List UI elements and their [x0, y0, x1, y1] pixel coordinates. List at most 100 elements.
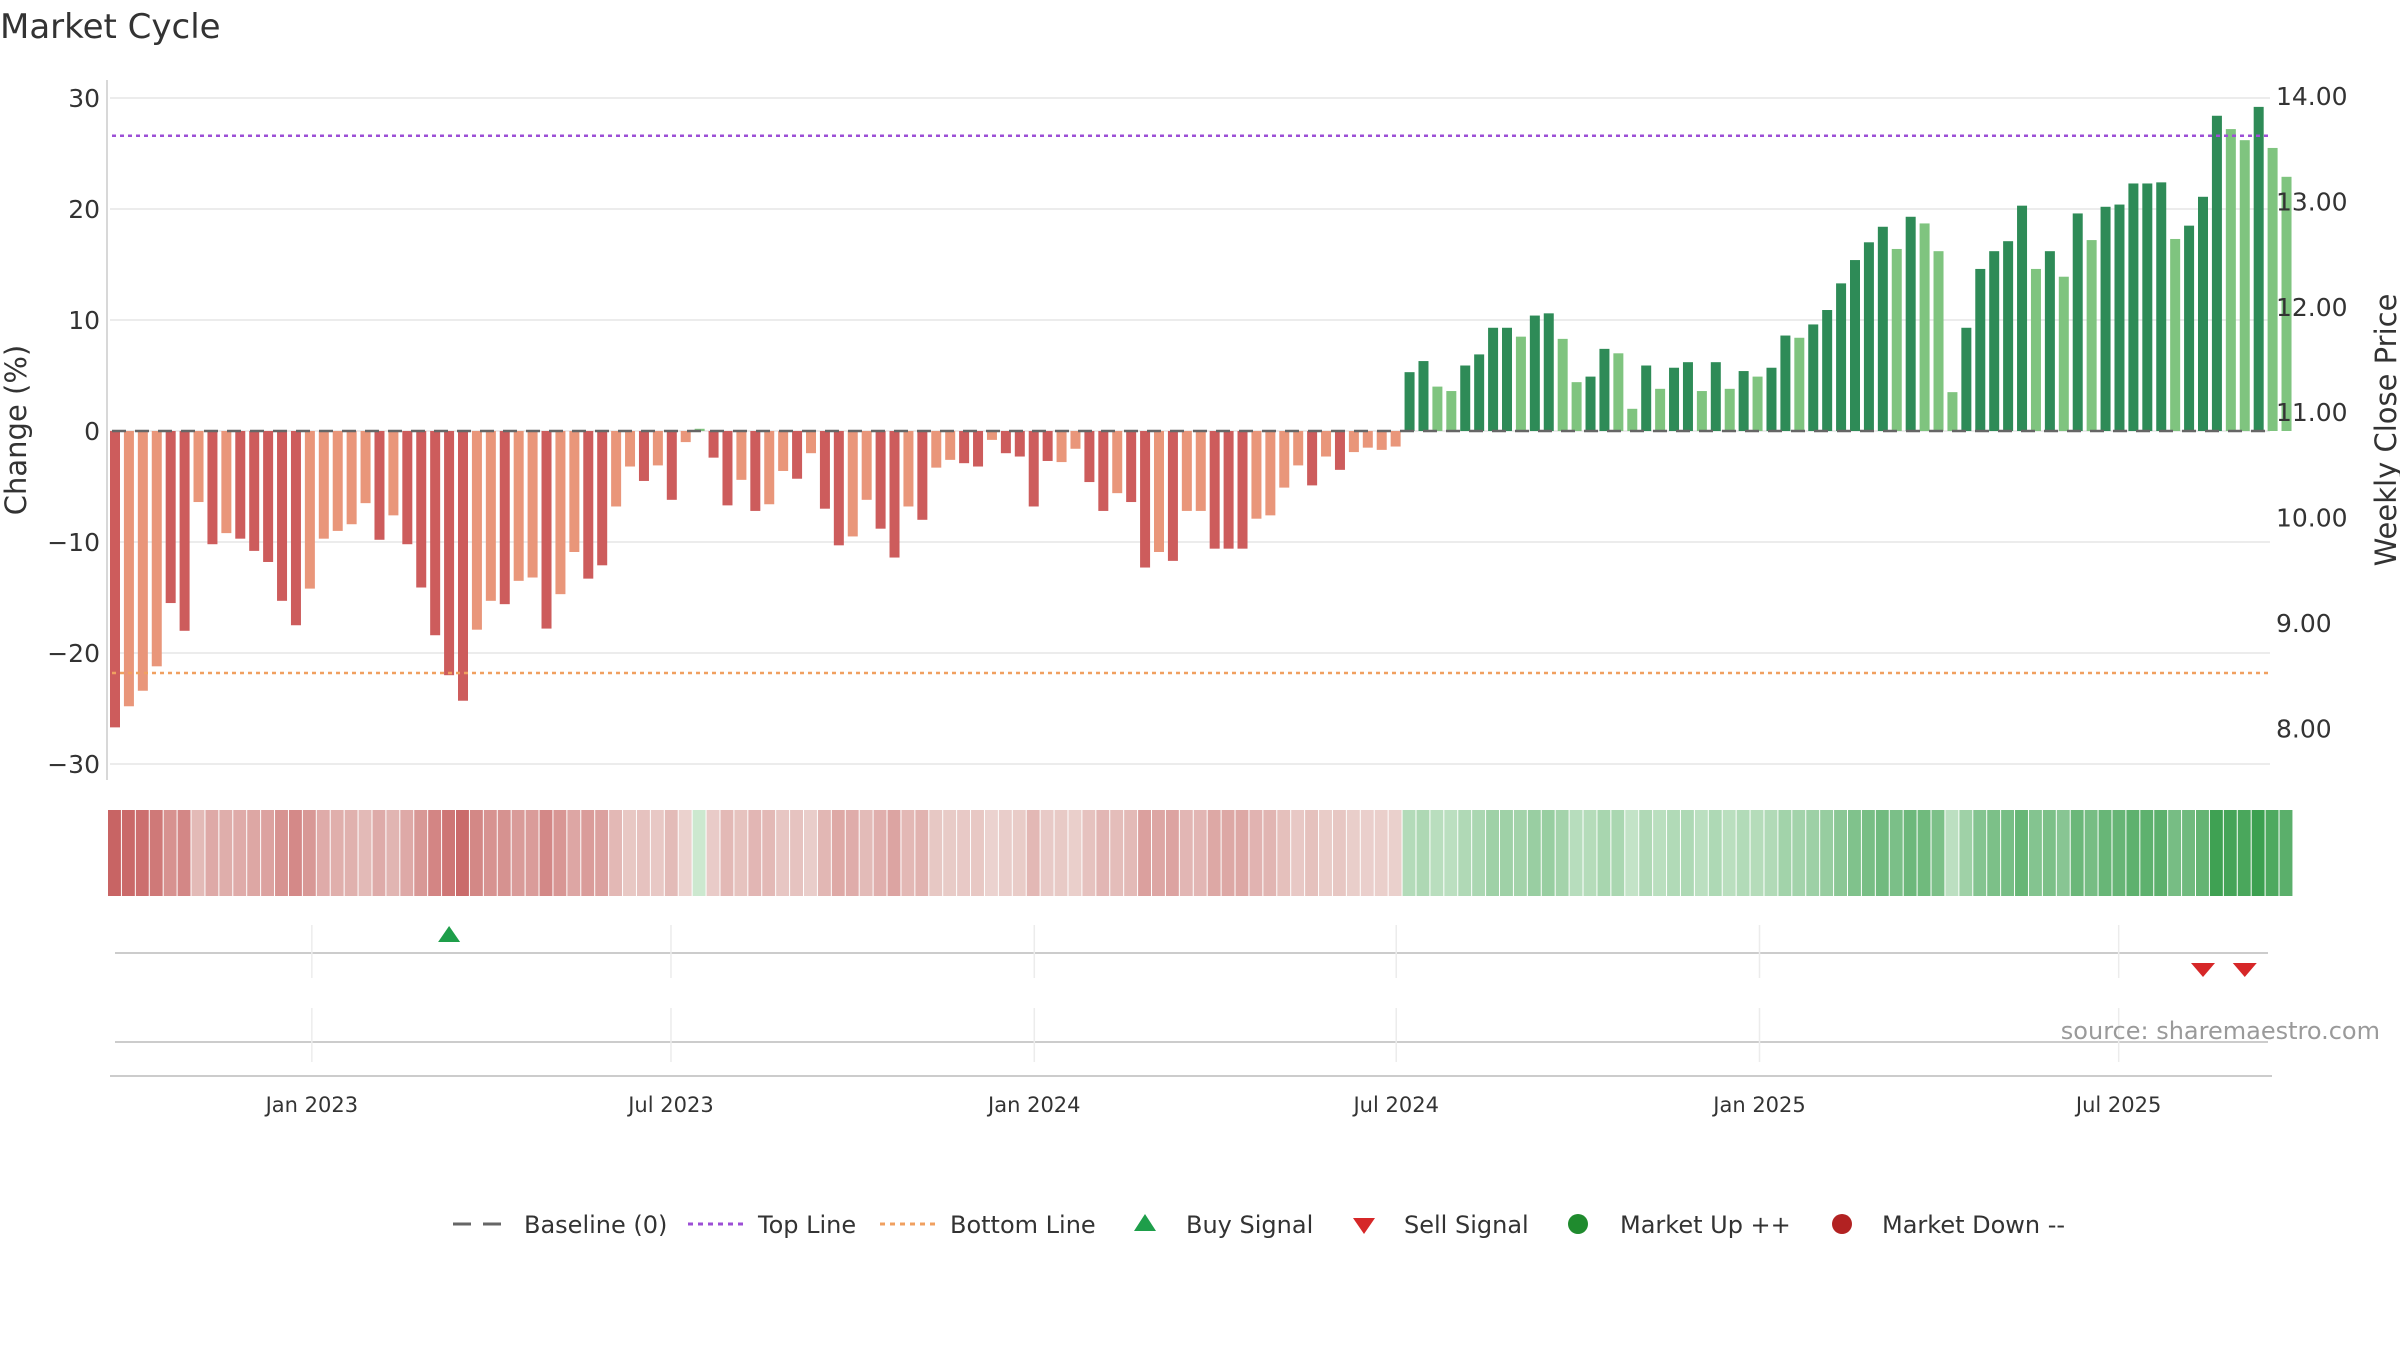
change-bar — [1209, 431, 1220, 549]
change-bar — [1738, 371, 1749, 431]
heat-cell — [1945, 810, 1959, 896]
heat-cell — [1026, 810, 1040, 896]
change-bar — [1585, 376, 1596, 431]
heat-cell — [1792, 810, 1806, 896]
heat-cell — [2279, 810, 2293, 896]
change-bar — [1404, 372, 1415, 431]
change-bar — [471, 431, 482, 630]
heat-cell — [984, 810, 998, 896]
left-tick-label: −20 — [47, 639, 100, 668]
heat-cell — [664, 810, 678, 896]
change-bar — [1780, 335, 1791, 431]
heat-cell — [650, 810, 664, 896]
change-bar — [1836, 283, 1847, 431]
change-bar — [583, 431, 594, 579]
heat-cell — [2140, 810, 2154, 896]
change-bar — [1627, 408, 1638, 431]
change-bar — [1474, 354, 1485, 431]
change-bar — [1975, 268, 1986, 431]
change-bar — [1098, 431, 1109, 511]
heat-cell — [1124, 810, 1138, 896]
heat-cell — [2182, 810, 2195, 896]
sell-signal-icon — [1353, 1218, 1375, 1234]
x-tick-label: Jul 2024 — [1351, 1093, 1438, 1117]
heat-cell — [971, 810, 984, 896]
change-bar — [708, 431, 719, 458]
change-bar — [1571, 382, 1582, 431]
change-bar — [179, 431, 190, 631]
heat-cell — [386, 810, 400, 896]
change-bar — [2044, 251, 2055, 431]
change-bar — [1794, 337, 1805, 431]
change-bar — [903, 431, 914, 507]
heat-cell — [636, 810, 650, 896]
change-bar — [931, 431, 942, 468]
heat-cell — [442, 810, 455, 896]
heat-cell — [1597, 810, 1611, 896]
change-bar — [1070, 431, 1081, 449]
change-bar — [388, 431, 399, 516]
heat-cell — [1806, 810, 1820, 896]
x-tick-label: Jul 2023 — [626, 1093, 713, 1117]
heat-cell — [1708, 810, 1722, 896]
change-bar — [193, 431, 204, 503]
heat-cell — [525, 810, 539, 896]
change-bar — [416, 431, 427, 588]
change-bar — [2100, 206, 2111, 431]
heat-cell — [873, 810, 887, 896]
heat-cell — [108, 810, 121, 896]
change-bar — [1822, 310, 1833, 431]
heat-cell — [2251, 810, 2265, 896]
change-bar — [722, 431, 733, 506]
change-bar — [2198, 196, 2208, 431]
change-bar — [2156, 182, 2167, 431]
heat-cell — [1750, 810, 1764, 896]
right-tick-label: 9.00 — [2276, 609, 2332, 638]
heat-cell — [261, 810, 275, 896]
change-bar — [875, 431, 886, 529]
heat-cell — [1040, 810, 1054, 896]
change-bar — [597, 431, 608, 566]
change-bar — [513, 431, 524, 581]
heat-cell — [2209, 810, 2223, 896]
heat-cell — [943, 810, 957, 896]
heat-cell — [804, 810, 817, 896]
change-bar — [1947, 392, 1958, 431]
heat-cell — [1694, 810, 1708, 896]
heat-cell — [748, 810, 762, 896]
change-bar — [569, 431, 580, 552]
change-bar — [1154, 431, 1164, 552]
heat-cell — [1082, 810, 1096, 896]
change-bar — [1724, 388, 1735, 431]
heat-cell — [1138, 810, 1151, 896]
legend-top-line-label: Top Line — [757, 1211, 856, 1239]
change-bar — [110, 431, 120, 728]
change-bar — [499, 431, 510, 605]
heat-cell — [316, 810, 330, 896]
change-bar — [2170, 238, 2181, 431]
change-bar — [1641, 365, 1652, 431]
change-bar — [1710, 362, 1721, 431]
change-bar — [611, 431, 622, 507]
legend-market-up-label: Market Up ++ — [1620, 1211, 1791, 1239]
heat-cell — [1625, 810, 1639, 896]
signal-panel — [115, 926, 2268, 1043]
heat-cell — [1680, 810, 1694, 896]
change-bar — [1696, 391, 1707, 431]
heat-cell — [2084, 810, 2098, 896]
change-bar — [1613, 353, 1624, 431]
change-bar — [2086, 240, 2097, 431]
heat-cell — [135, 810, 149, 896]
change-bar — [1334, 431, 1345, 470]
change-bar — [1307, 431, 1318, 486]
change-bar — [1682, 362, 1693, 431]
change-bar — [1933, 251, 1944, 431]
heat-cell — [929, 810, 943, 896]
change-bar — [1850, 260, 1860, 431]
change-bar — [819, 431, 830, 509]
change-bars — [110, 106, 2292, 728]
heat-cell — [205, 810, 219, 896]
change-bar — [945, 431, 956, 460]
change-bar — [959, 431, 970, 464]
heat-cell — [1513, 810, 1527, 896]
